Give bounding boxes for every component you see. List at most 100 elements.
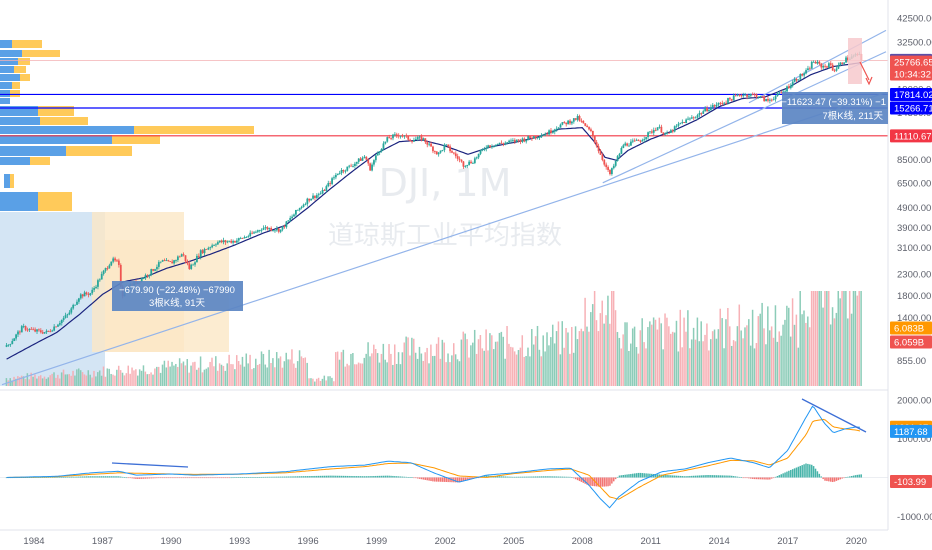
candle-body bbox=[378, 151, 381, 153]
volume-bar bbox=[70, 375, 72, 386]
volume-bar bbox=[232, 364, 234, 386]
macd-histogram-bar bbox=[637, 472, 640, 478]
macd-histogram-bar bbox=[586, 477, 588, 485]
volume-bar bbox=[403, 342, 406, 386]
macd-histogram-bar bbox=[224, 477, 227, 479]
volume-bar bbox=[100, 375, 103, 386]
candle-body bbox=[472, 163, 474, 164]
candle-body bbox=[270, 228, 273, 231]
price-tag-2-bg bbox=[890, 67, 932, 81]
volume-bar bbox=[87, 370, 90, 386]
macd-histogram-bar bbox=[95, 476, 97, 478]
macd-histogram-bar bbox=[514, 476, 516, 478]
candle-body bbox=[793, 79, 796, 82]
macd-histogram-bar bbox=[306, 476, 309, 478]
volume-bar bbox=[41, 378, 44, 386]
measurement-box-2020[interactable]: −11623.47 (−39.31%) −1 7根K线, 211天 bbox=[781, 92, 888, 124]
candle-body bbox=[458, 158, 461, 160]
candle-body bbox=[152, 269, 155, 271]
volume-bar bbox=[243, 366, 246, 386]
macd-histogram-bar bbox=[133, 477, 135, 479]
macd-histogram-bar bbox=[186, 477, 189, 479]
macd-histogram-bar bbox=[249, 477, 251, 478]
macd-histogram-bar bbox=[171, 477, 173, 479]
macd-histogram-bar bbox=[295, 476, 297, 478]
macd-histogram-bar bbox=[78, 476, 80, 478]
macd-histogram-bar bbox=[605, 477, 607, 487]
candle-body bbox=[609, 169, 611, 175]
candle-body bbox=[256, 230, 259, 232]
macd-histogram-bar bbox=[485, 475, 487, 478]
candle-body bbox=[344, 170, 347, 172]
candle-body bbox=[64, 315, 67, 318]
macd-histogram-bar bbox=[194, 477, 196, 479]
macd-histogram-bar bbox=[386, 475, 388, 478]
macd-histogram-bar bbox=[618, 475, 621, 478]
macd-histogram-bar bbox=[367, 476, 369, 478]
volume-bar bbox=[393, 344, 396, 386]
volume-bar bbox=[114, 375, 116, 386]
candle-body bbox=[681, 122, 684, 123]
volume-bar bbox=[129, 373, 131, 386]
candle-body bbox=[420, 136, 423, 141]
volume-bar bbox=[154, 368, 156, 386]
volume-bar bbox=[184, 365, 187, 386]
volume-bar bbox=[563, 347, 565, 386]
macd-histogram-bar bbox=[641, 473, 644, 478]
macd-histogram-bar bbox=[498, 476, 501, 478]
volume-bar bbox=[291, 349, 293, 386]
macd-histogram-bar bbox=[691, 475, 693, 478]
macd-histogram-bar bbox=[150, 477, 152, 479]
candle-body bbox=[719, 102, 722, 104]
volume-bar bbox=[831, 307, 834, 386]
macd-histogram-bar bbox=[828, 477, 830, 482]
price-tick-label: 3900.00 bbox=[897, 223, 931, 234]
macd-histogram-bar bbox=[310, 476, 312, 478]
volume-bar bbox=[481, 348, 484, 386]
volume-bar bbox=[668, 326, 670, 386]
macd-histogram-bar bbox=[548, 476, 550, 478]
volume-bar bbox=[222, 365, 225, 386]
candle-body bbox=[235, 240, 238, 243]
candle-body bbox=[159, 261, 162, 263]
macd-histogram-bar bbox=[405, 476, 408, 478]
macd-histogram-bar bbox=[199, 477, 202, 479]
volume-bar bbox=[266, 367, 268, 386]
volume-bar bbox=[344, 366, 346, 386]
candle-body bbox=[789, 85, 792, 89]
volume-bar bbox=[163, 360, 166, 386]
volume-bar bbox=[683, 317, 685, 386]
candle-body bbox=[538, 137, 541, 138]
macd-histogram-bar bbox=[445, 477, 447, 482]
volume-bar bbox=[260, 351, 263, 386]
measurement-box-1987[interactable]: −679.90 (−22.48%) −67990 3根K线, 91天 bbox=[112, 281, 243, 311]
volume-bar bbox=[593, 291, 596, 386]
volume-bar bbox=[241, 356, 244, 386]
volume-bar bbox=[717, 329, 720, 386]
volume-bar bbox=[405, 336, 407, 386]
macd-histogram-bar bbox=[397, 476, 400, 478]
candle-body bbox=[325, 186, 328, 191]
volume-bar bbox=[616, 331, 619, 386]
candle-body bbox=[662, 132, 665, 134]
macd-histogram-bar bbox=[508, 476, 510, 478]
macd-histogram-bar bbox=[534, 476, 537, 478]
volume-bar bbox=[687, 310, 689, 386]
volume-bar bbox=[504, 358, 506, 386]
volume-bar bbox=[492, 349, 495, 386]
candle-body bbox=[363, 156, 366, 158]
macd-histogram-bar bbox=[125, 477, 128, 479]
volume-bar bbox=[176, 366, 179, 386]
candle-body bbox=[352, 165, 354, 167]
volume-bar bbox=[725, 319, 727, 386]
volume-bar bbox=[275, 352, 278, 386]
candle-body bbox=[810, 61, 813, 69]
candle-body bbox=[163, 260, 166, 262]
volume-bar bbox=[460, 339, 463, 386]
macd-histogram-bar bbox=[192, 477, 194, 479]
candle-body bbox=[323, 189, 326, 191]
candle-body bbox=[15, 334, 17, 339]
volume-bar bbox=[57, 374, 59, 386]
time-axis[interactable]: 1984 1987 1990 1993 1996 1999 2002 2005 2008 2011… bbox=[23, 536, 866, 547]
macd-histogram-bar bbox=[449, 477, 451, 483]
